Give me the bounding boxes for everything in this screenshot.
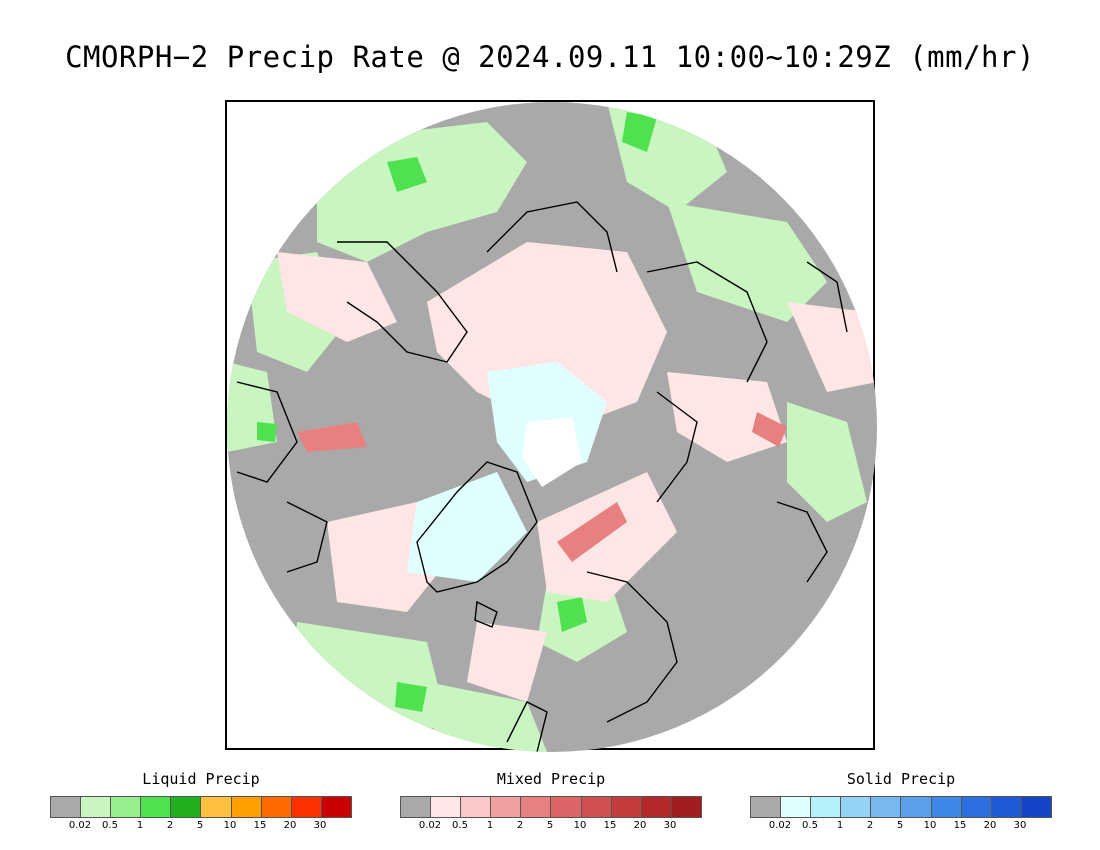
color-swatch [291, 797, 322, 817]
color-swatch [751, 797, 782, 817]
legend-title: Mixed Precip [496, 770, 606, 788]
legend-title: Solid Precip [846, 770, 956, 788]
color-swatch [401, 797, 432, 817]
color-swatch [231, 797, 262, 817]
color-swatch [81, 797, 112, 817]
color-swatch [1021, 797, 1051, 817]
tick-label: 30 [1013, 820, 1027, 831]
tick-labels: 0.02 0.5 1 2 5 10 15 20 30 [750, 820, 1052, 834]
mixed-precip-moderate [297, 412, 787, 562]
color-swatch [261, 797, 292, 817]
mixed-precip-legend: Mixed Precip 0.02 0.5 1 2 5 10 15 20 30 [400, 770, 702, 834]
color-swatch [461, 797, 492, 817]
tick-label: 15 [953, 820, 967, 831]
tick-label: 30 [663, 820, 677, 831]
color-swatch [431, 797, 462, 817]
tick-label: 0.02 [768, 820, 792, 831]
tick-label: 2 [166, 820, 174, 831]
tick-labels: 0.02 0.5 1 2 5 10 15 20 30 [50, 820, 352, 834]
tick-label: 0.02 [418, 820, 442, 831]
liquid-precip-legend: Liquid Precip 0.02 0.5 1 2 5 10 15 20 30 [50, 770, 352, 834]
tick-label: 2 [866, 820, 874, 831]
color-swatch [171, 797, 202, 817]
color-bar [400, 796, 702, 818]
tick-label: 0.5 [452, 820, 468, 831]
color-swatch [51, 797, 82, 817]
tick-label: 30 [313, 820, 327, 831]
color-swatch [641, 797, 672, 817]
liquid-precip-moderate [257, 112, 657, 712]
tick-label: 2 [516, 820, 524, 831]
color-swatch [671, 797, 701, 817]
tick-label: 10 [923, 820, 937, 831]
tick-label: 5 [196, 820, 204, 831]
solid-precip-legend: Solid Precip 0.02 0.5 1 2 5 10 15 20 30 [750, 770, 1052, 834]
color-swatch [201, 797, 232, 817]
map-title: CMORPH−2 Precip Rate @ 2024.09.11 10:00~… [65, 40, 1035, 74]
precip-map [227, 102, 877, 752]
color-swatch [991, 797, 1022, 817]
tick-label: 10 [223, 820, 237, 831]
tick-label: 0.5 [802, 820, 818, 831]
tick-label: 1 [486, 820, 494, 831]
tick-label: 1 [836, 820, 844, 831]
color-swatch [611, 797, 642, 817]
tick-label: 15 [253, 820, 267, 831]
color-swatch [781, 797, 812, 817]
tick-label: 5 [896, 820, 904, 831]
color-swatch [491, 797, 522, 817]
tick-label: 1 [136, 820, 144, 831]
color-swatch [111, 797, 142, 817]
coastlines [236, 201, 848, 752]
color-swatch [551, 797, 582, 817]
tick-label: 15 [603, 820, 617, 831]
color-bar [750, 796, 1052, 818]
tick-labels: 0.02 0.5 1 2 5 10 15 20 30 [400, 820, 702, 834]
map-frame [225, 100, 877, 752]
tick-label: 0.02 [68, 820, 92, 831]
tick-label: 20 [633, 820, 647, 831]
color-swatch [901, 797, 932, 817]
color-swatch [871, 797, 902, 817]
tick-label: 20 [283, 820, 297, 831]
color-swatch [521, 797, 552, 817]
legend-title: Liquid Precip [142, 770, 260, 788]
mixed-precip-areas [277, 242, 877, 702]
color-swatch [841, 797, 872, 817]
color-swatch [811, 797, 842, 817]
solid-precip-core [522, 417, 582, 487]
tick-label: 5 [546, 820, 554, 831]
tick-label: 0.5 [102, 820, 118, 831]
color-swatch [321, 797, 351, 817]
color-swatch [931, 797, 962, 817]
color-swatch [581, 797, 612, 817]
tick-label: 10 [573, 820, 587, 831]
color-bar [50, 796, 352, 818]
color-swatch [141, 797, 172, 817]
tick-label: 20 [983, 820, 997, 831]
color-swatch [961, 797, 992, 817]
